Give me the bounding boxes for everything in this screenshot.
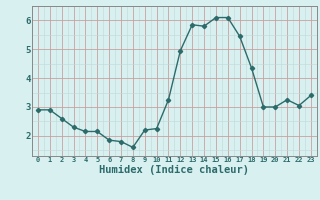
X-axis label: Humidex (Indice chaleur): Humidex (Indice chaleur) xyxy=(100,165,249,175)
